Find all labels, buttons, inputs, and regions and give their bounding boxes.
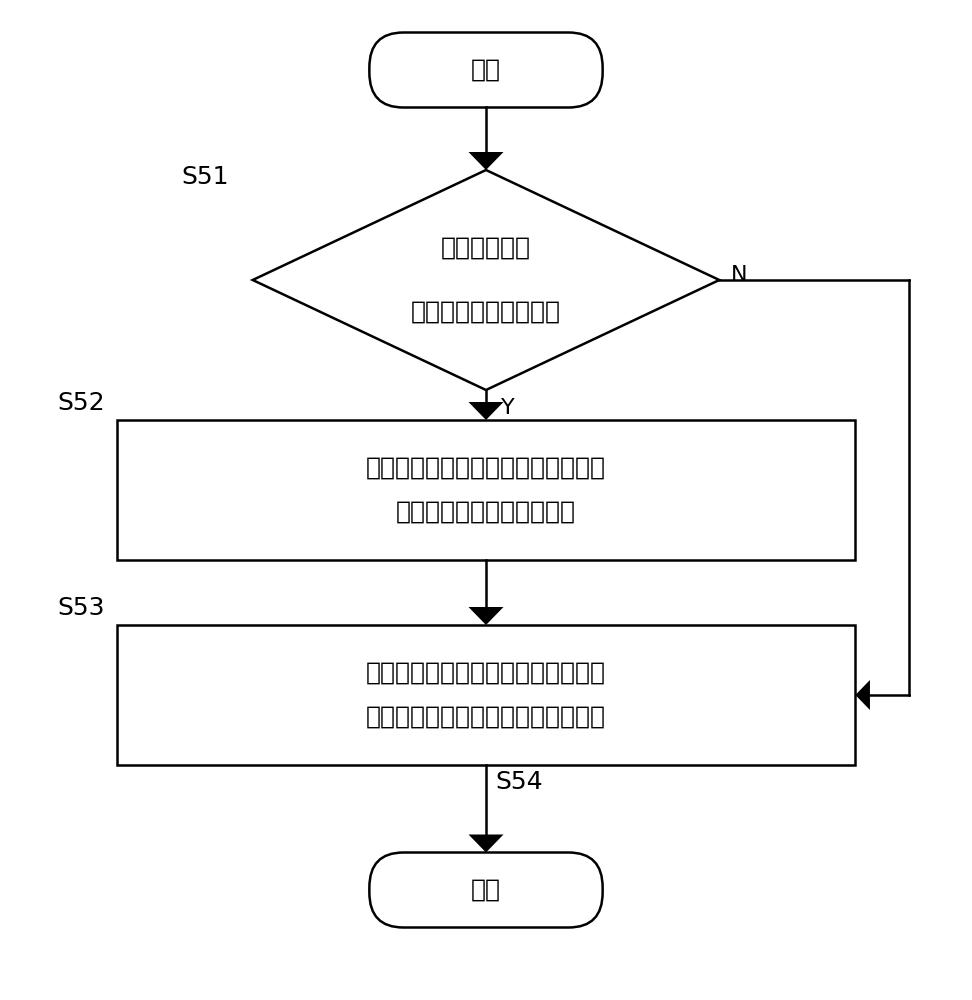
FancyBboxPatch shape <box>369 32 603 107</box>
Text: S51: S51 <box>181 165 228 189</box>
Polygon shape <box>253 170 719 390</box>
Text: 开始: 开始 <box>471 58 501 82</box>
Text: N: N <box>731 265 747 285</box>
Text: S52: S52 <box>57 391 105 415</box>
Text: 割接任务中每: 割接任务中每 <box>441 236 531 260</box>
Text: 割接任务状态设置为执行成功，并删: 割接任务状态设置为执行成功，并删 <box>366 456 606 480</box>
Text: S54: S54 <box>496 770 543 794</box>
Text: S53: S53 <box>57 596 105 620</box>
Text: 割接任务状态设置为执行失败，并对: 割接任务状态设置为执行失败，并对 <box>366 661 606 685</box>
Polygon shape <box>469 152 503 170</box>
Polygon shape <box>855 680 870 710</box>
Bar <box>117 625 855 765</box>
Text: Y: Y <box>501 398 514 418</box>
Polygon shape <box>469 834 503 852</box>
Bar <box>117 420 855 560</box>
Text: 结束: 结束 <box>471 878 501 902</box>
Polygon shape <box>469 402 503 420</box>
Text: 个割接对是否割接成功: 个割接对是否割接成功 <box>411 300 561 324</box>
FancyBboxPatch shape <box>369 852 603 928</box>
Text: 相关网元下命令，回退到割接前配置: 相关网元下命令，回退到割接前配置 <box>366 705 606 729</box>
Polygon shape <box>469 607 503 625</box>
Text: 除电路配置对中割接前配置: 除电路配置对中割接前配置 <box>396 500 576 524</box>
